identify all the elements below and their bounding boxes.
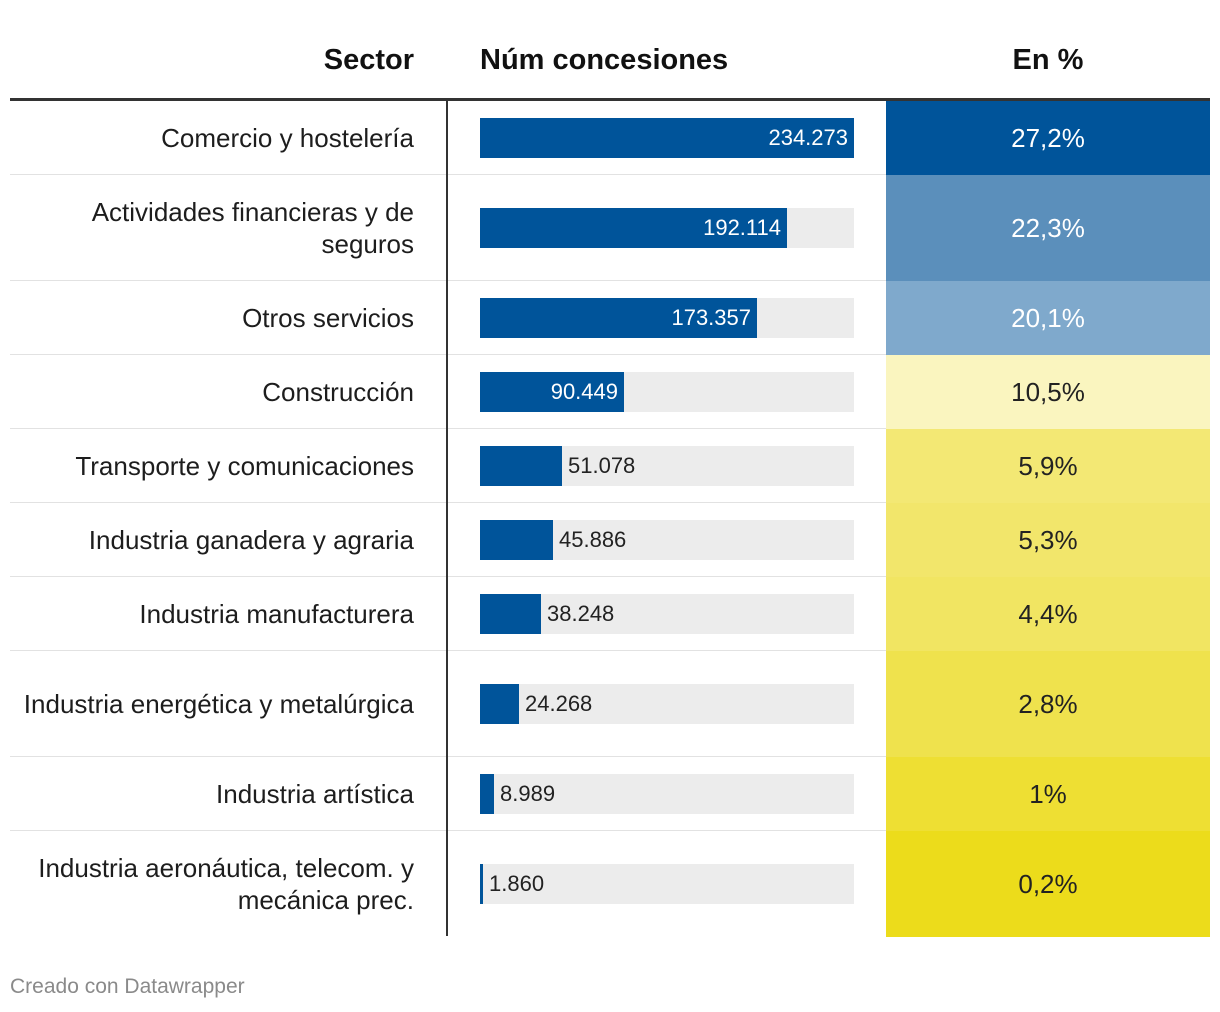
percent-cell: 20,1% <box>886 281 1210 355</box>
row-divider <box>10 650 886 651</box>
percent-cell: 1% <box>886 757 1210 831</box>
sector-label: Transporte y comunicaciones <box>75 451 414 481</box>
sector-label: Industria aeronáutica, telecom. y mecáni… <box>38 853 414 915</box>
sector-label: Otros servicios <box>242 303 414 333</box>
bar-value-label: 1.860 <box>489 871 545 896</box>
sector-label: Construcción <box>262 377 414 407</box>
bar <box>480 372 624 412</box>
row-divider <box>10 830 886 831</box>
bar-value-label: 51.078 <box>568 453 636 478</box>
bar <box>480 774 494 814</box>
table-row: Comercio y hostelería 234.273 27,2% <box>10 101 1210 175</box>
bar <box>480 446 562 486</box>
table-row: Actividades financieras y de seguros 192.… <box>10 175 1210 281</box>
percent-cell: 0,2% <box>886 831 1210 937</box>
table-header: Sector Núm concesiones En % <box>10 0 1210 100</box>
sector-label: Comercio y hostelería <box>161 123 414 153</box>
bar-track: 38.248 <box>480 594 854 634</box>
bar-value-label: 38.248 <box>547 601 615 626</box>
row-divider <box>10 502 886 503</box>
credit-text: Creado con Datawrapper <box>10 975 245 998</box>
table-row: Industria artística 8.989 1% <box>10 757 1210 831</box>
bar-track: 173.357 <box>480 298 854 338</box>
bar-value-label: 90.449 <box>550 379 618 404</box>
bar-value-label: 173.357 <box>671 305 751 330</box>
percent-cell: 5,9% <box>886 429 1210 503</box>
bar-track: 51.078 <box>480 446 854 486</box>
table-row: Construcción 90.449 10,5% <box>10 355 1210 429</box>
bar <box>480 520 553 560</box>
row-divider <box>10 280 886 281</box>
table-row: Transporte y comunicaciones 51.078 5,9% <box>10 429 1210 503</box>
table-row: Industria energética y metalúrgica 24.268… <box>10 651 1210 757</box>
bar-track: 1.860 <box>480 864 854 904</box>
percent-cell: 10,5% <box>886 355 1210 429</box>
header-sector: Sector <box>323 44 414 76</box>
bar-track: 192.114 <box>480 208 854 248</box>
bar <box>480 118 854 158</box>
sector-label: Industria ganadera y agraria <box>88 525 414 555</box>
sector-label: Actividades financieras y de seguros <box>91 197 414 259</box>
bar-value-label: 234.273 <box>768 125 848 150</box>
row-divider <box>10 174 886 175</box>
bar-value-label: 192.114 <box>703 215 781 240</box>
header-num-concesiones: Núm concesiones <box>480 44 729 76</box>
header-percent: En % <box>1012 44 1084 76</box>
row-divider <box>10 428 886 429</box>
bar-track: 234.273 <box>480 118 854 158</box>
column-divider <box>446 101 448 936</box>
bar <box>480 594 541 634</box>
row-divider <box>10 756 886 757</box>
bar-track: 45.886 <box>480 520 854 560</box>
header-divider <box>10 98 1210 101</box>
row-divider <box>10 354 886 355</box>
bar <box>480 298 757 338</box>
bar <box>480 208 787 248</box>
percent-cell: 22,3% <box>886 175 1210 281</box>
sector-label: Industria manufacturera <box>139 599 414 629</box>
sector-label: Industria artística <box>216 779 414 809</box>
sector-label: Industria energética y metalúrgica <box>23 689 414 719</box>
table-row: Industria manufacturera 38.248 4,4% <box>10 577 1210 651</box>
table-row: Industria ganadera y agraria 45.886 5,3% <box>10 503 1210 577</box>
percent-cell: 2,8% <box>886 651 1210 757</box>
percent-cell: 27,2% <box>886 101 1210 175</box>
bar-value-label: 24.268 <box>525 691 593 716</box>
bar-track: 24.268 <box>480 684 854 724</box>
table-row: Industria aeronáutica, telecom. y mecáni… <box>10 831 1210 937</box>
table-row: Otros servicios 173.357 20,1% <box>10 281 1210 355</box>
bar-value-label: 45.886 <box>559 527 627 552</box>
bar-track: 8.989 <box>480 774 854 814</box>
bar <box>480 864 483 904</box>
bar-value-label: 8.989 <box>500 781 556 806</box>
bar <box>480 684 519 724</box>
percent-cell: 5,3% <box>886 503 1210 577</box>
percent-cell: 4,4% <box>886 577 1210 651</box>
row-divider <box>10 576 886 577</box>
bar-track: 90.449 <box>480 372 854 412</box>
